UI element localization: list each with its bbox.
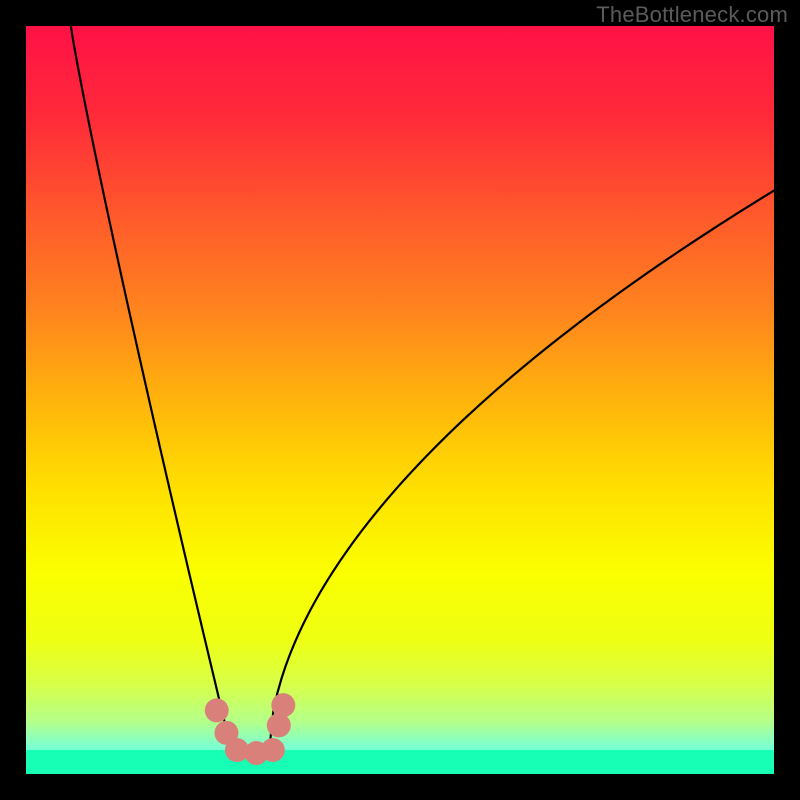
curve-marker — [267, 713, 291, 737]
curve-marker — [261, 738, 285, 762]
chart-plot-area — [26, 26, 774, 774]
curve-marker — [205, 698, 229, 722]
chart-svg — [26, 26, 774, 774]
gradient-background — [26, 26, 774, 774]
watermark-text: TheBottleneck.com — [596, 2, 788, 28]
curve-marker — [271, 693, 295, 717]
green-band — [26, 750, 774, 774]
